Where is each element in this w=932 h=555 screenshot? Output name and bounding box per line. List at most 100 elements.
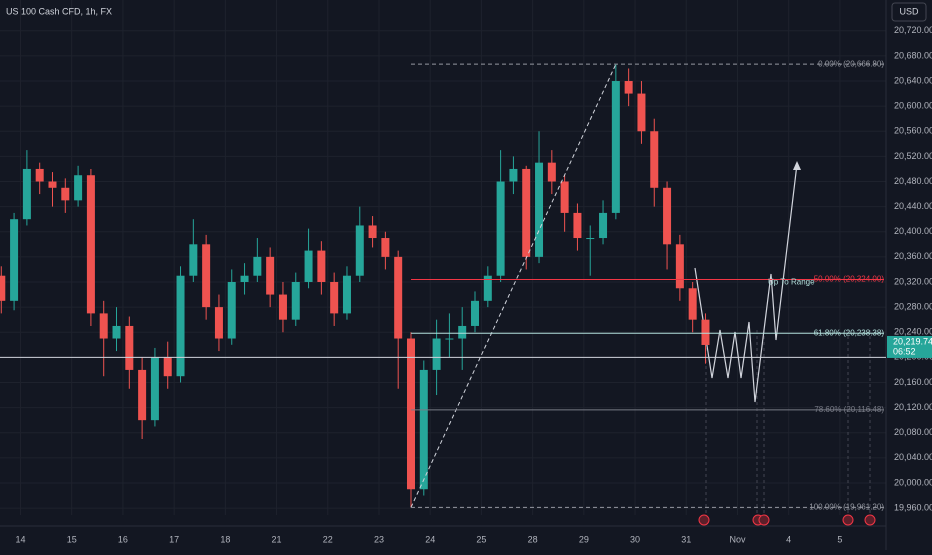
fib-label: 0.00% (20,666.80) (818, 59, 884, 68)
last-price-label: 20,219.74 (893, 336, 932, 346)
x-tick-label: 15 (67, 534, 77, 544)
event-markers (698, 514, 876, 526)
fib-trend-line (410, 63, 617, 508)
y-tick-label: 20,520.00 (894, 151, 932, 161)
y-tick-label: 20,080.00 (894, 427, 932, 437)
chart-title: US 100 Cash CFD, 1h, FX (6, 6, 112, 16)
candle-body (560, 181, 569, 213)
candle-body (125, 325, 134, 370)
y-tick-label: 20,040.00 (894, 452, 932, 462)
candle-body (355, 225, 364, 276)
currency-button[interactable] (891, 2, 927, 22)
candle-body (35, 168, 44, 182)
candle-body (483, 275, 492, 301)
candle-body (0, 275, 6, 301)
y-tick-label: 20,000.00 (894, 477, 932, 487)
candle-body (99, 313, 108, 339)
candle-body (496, 181, 505, 276)
candle-body (227, 281, 236, 339)
x-tick-label: 31 (681, 534, 691, 544)
candle-body (624, 81, 633, 94)
candle-body (304, 250, 313, 282)
candle-body (586, 238, 595, 240)
candle-body (342, 275, 351, 314)
candle-body (86, 175, 95, 314)
candle-body (202, 244, 211, 308)
candle-body (240, 275, 249, 282)
fib-label: 100.00% (19,961.20) (809, 502, 884, 511)
y-tick-label: 20,400.00 (894, 226, 932, 236)
y-tick-label: 20,160.00 (894, 377, 932, 387)
candle-body (675, 244, 684, 289)
candle-body (688, 288, 697, 320)
grid (0, 0, 886, 515)
candle-body (278, 294, 287, 320)
x-tick-label: 22 (323, 534, 333, 544)
x-tick-label: 16 (118, 534, 128, 544)
candle-body (61, 187, 70, 201)
y-tick-label: 20,240.00 (894, 327, 932, 337)
annotation: Up To Range (768, 278, 815, 287)
candle-body (663, 187, 672, 245)
candle-body (138, 369, 147, 421)
candle-body (419, 369, 428, 490)
candle-body (701, 319, 710, 345)
candle-body (522, 168, 531, 257)
y-tick-label: 20,360.00 (894, 251, 932, 261)
x-tick-label: 30 (630, 534, 640, 544)
candle-body (214, 307, 223, 339)
candle-body (381, 238, 390, 257)
candle-body (535, 162, 544, 257)
x-tick-label: 28 (528, 534, 538, 544)
candle-body (637, 93, 646, 132)
y-tick-label: 20,600.00 (894, 101, 932, 111)
countdown: 06:52 (893, 346, 916, 356)
candle-body (48, 181, 57, 188)
candle-body (611, 81, 620, 213)
x-tick-label: 29 (579, 534, 589, 544)
candle-body (406, 338, 415, 490)
projection-arrow (793, 161, 801, 170)
x-tick-label: 4 (786, 534, 791, 544)
candle-body (573, 212, 582, 239)
candle-body (650, 131, 659, 188)
candle-body (266, 256, 275, 295)
x-tick-label: 23 (374, 534, 384, 544)
x-tick-label: 5 (837, 534, 842, 544)
candle-body (291, 281, 300, 320)
candle-body (471, 300, 480, 326)
event-lines (705, 330, 871, 514)
y-tick-label: 20,680.00 (894, 50, 932, 60)
candle-body (176, 275, 185, 377)
y-tick-label: 20,560.00 (894, 126, 932, 136)
candle-body (509, 168, 518, 182)
candle-body (458, 325, 467, 339)
currency-label[interactable]: USD (899, 6, 919, 16)
y-tick-label: 19,960.00 (894, 502, 932, 512)
x-tick-label: 21 (272, 534, 282, 544)
candle-body (74, 175, 83, 201)
y-tick-label: 20,640.00 (894, 75, 932, 85)
x-tick-label: 14 (15, 534, 25, 544)
candle-body (317, 250, 326, 282)
y-tick-label: 20,120.00 (894, 402, 932, 412)
candle-body (163, 357, 172, 377)
y-tick-label: 20,280.00 (894, 301, 932, 311)
candle-body (253, 256, 262, 276)
projection-path (694, 163, 798, 403)
candle-body (22, 168, 31, 220)
x-tick-label: 17 (169, 534, 179, 544)
y-tick-label: 20,480.00 (894, 176, 932, 186)
candle-body (189, 244, 198, 276)
candle-body (547, 162, 556, 182)
y-tick-label: 20,440.00 (894, 201, 932, 211)
candle-body (368, 225, 377, 239)
fib-label: 61.80% (20,238.38) (814, 328, 885, 337)
x-tick-label: Nov (729, 534, 746, 544)
fib-label: 78.60% (20,116.48) (814, 405, 884, 414)
candle-body (394, 256, 403, 339)
last-price-box (887, 335, 932, 358)
x-tick-label: 25 (476, 534, 486, 544)
